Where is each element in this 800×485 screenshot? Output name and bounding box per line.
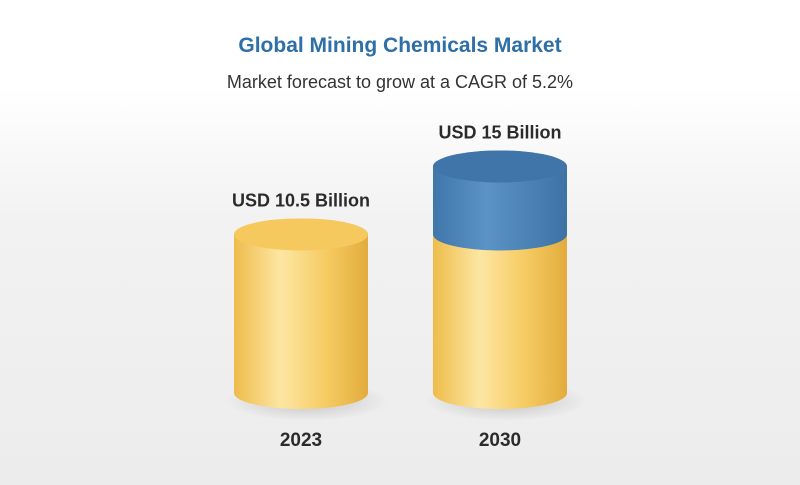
- data-label: USD 10.5 Billion: [232, 190, 370, 210]
- bar-growth-top: [433, 150, 567, 183]
- chart-title: Global Mining Chemicals Market: [238, 34, 562, 57]
- bar-body: [234, 218, 368, 409]
- category-label: 2023: [280, 430, 322, 451]
- category-label: 2030: [479, 430, 521, 451]
- data-label: USD 15 Billion: [438, 123, 561, 143]
- bar-2023: USD 10.5 Billion 2023: [226, 190, 388, 451]
- bar-top: [234, 218, 368, 251]
- bar-2030: USD 15 Billion 2030: [425, 123, 587, 451]
- chart-subtitle: Market forecast to grow at a CAGR of 5.2…: [226, 72, 574, 92]
- bar-base-segment: [433, 218, 567, 409]
